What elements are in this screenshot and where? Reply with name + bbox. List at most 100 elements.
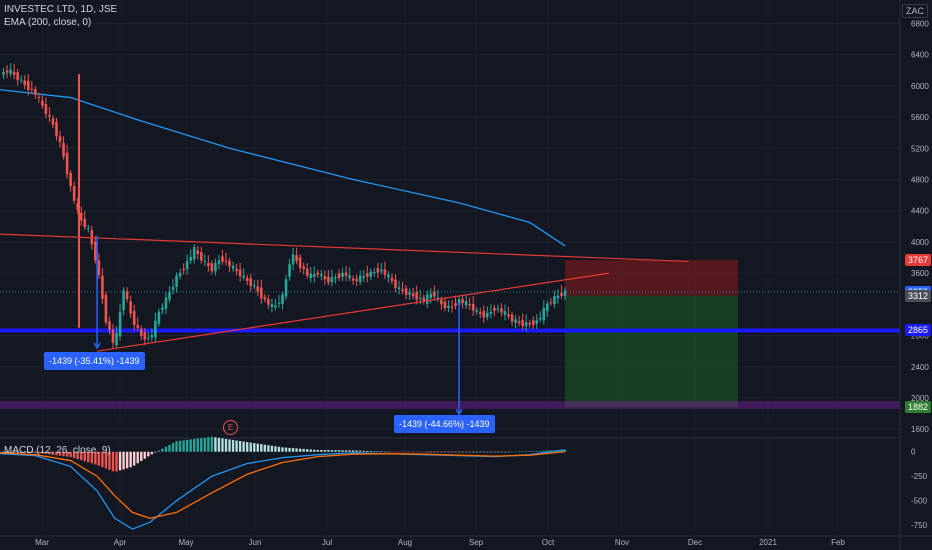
macd-histogram-bar <box>178 440 182 452</box>
macd-histogram-bar <box>479 451 482 453</box>
earnings-icon[interactable]: E <box>223 420 238 435</box>
macd-histogram-bar <box>524 451 528 452</box>
macd-histogram-bar <box>366 450 369 452</box>
symbol-legend[interactable]: INVESTEC LTD, 1D, JSE <box>4 4 118 15</box>
y-tick-label: 6000 <box>911 82 929 91</box>
macd-histogram-bar <box>401 451 404 453</box>
candle-body <box>348 275 351 279</box>
macd-histogram-bar <box>436 451 440 453</box>
macd-histogram-bar <box>16 451 19 453</box>
macd-histogram-bar <box>235 440 238 452</box>
candle-body <box>436 297 440 299</box>
candle-body <box>535 319 539 324</box>
macd-histogram-bar <box>274 446 277 452</box>
macd-histogram-bar <box>217 437 221 452</box>
macd-histogram-bar <box>295 448 298 452</box>
candle-body <box>531 320 535 325</box>
macd-histogram-bar <box>214 437 217 452</box>
candle-body <box>235 269 238 272</box>
candle-body <box>231 265 235 269</box>
candle-body <box>380 269 383 272</box>
macd-histogram-bar <box>55 451 58 456</box>
macd-histogram-bar <box>51 451 55 455</box>
macd-histogram-bar <box>309 449 312 452</box>
candle-body <box>55 122 58 137</box>
macd-histogram-bar <box>210 436 214 452</box>
macd-histogram-bar <box>97 451 101 466</box>
candle-body <box>101 275 104 299</box>
candle-body <box>196 250 200 254</box>
macd-histogram-bar <box>267 445 270 452</box>
macd-histogram-bar <box>168 444 171 452</box>
macd-histogram-bar <box>443 451 447 453</box>
candle-body <box>390 277 394 282</box>
candle-body <box>560 292 563 296</box>
macd-histogram-bar <box>351 450 355 452</box>
ema-legend[interactable]: EMA (200, close, 0) <box>4 17 92 28</box>
macd-histogram-bar <box>9 451 12 453</box>
macd-histogram-bar <box>249 442 252 452</box>
candle-body <box>19 79 23 81</box>
macd-histogram-bar <box>486 451 489 453</box>
macd-histogram-bar <box>302 448 305 452</box>
candle-body <box>549 302 553 304</box>
macd-histogram-bar <box>203 437 207 452</box>
candle-body <box>489 311 493 314</box>
macd-histogram-bar <box>94 451 97 465</box>
candle-body <box>5 70 9 73</box>
measure-label[interactable]: -1439 (-35.41%) -1439 <box>44 352 145 370</box>
candle-body <box>556 295 560 299</box>
macd-histogram-bar <box>323 450 327 452</box>
macd-histogram-bar <box>270 445 274 452</box>
candle-body <box>125 291 129 300</box>
macd-histogram-bar <box>200 438 203 452</box>
candle-body <box>418 297 422 299</box>
macd-histogram-bar <box>482 451 485 453</box>
macd-histogram-bar <box>546 450 549 452</box>
macd-tick-label: 0 <box>911 448 916 457</box>
macd-histogram-bar <box>408 451 411 453</box>
candle-body <box>517 321 521 324</box>
candle-body <box>337 273 341 279</box>
candle-body <box>344 272 348 276</box>
candle-body <box>464 300 468 306</box>
x-tick-label: Apr <box>114 538 127 547</box>
macd-histogram-bar <box>242 441 245 452</box>
y-tick-label: 6800 <box>911 19 929 28</box>
candle-body <box>461 299 464 304</box>
macd-legend[interactable]: MACD (12, 26, close, 9) <box>4 445 111 456</box>
macd-histogram-bar <box>426 451 429 453</box>
macd-histogram-bar <box>457 451 461 453</box>
x-tick-label: Feb <box>831 538 845 547</box>
measure-label[interactable]: -1439 (-44.66%) -1439 <box>394 415 495 433</box>
macd-histogram-bar <box>496 451 500 453</box>
macd-histogram-bar <box>80 451 83 461</box>
macd-histogram-bar <box>132 451 136 466</box>
macd-histogram-bar <box>37 451 41 454</box>
candle-body <box>44 104 48 114</box>
candle-body <box>171 286 175 290</box>
macd-histogram-bar <box>143 451 146 459</box>
macd-histogram-bar <box>532 451 535 452</box>
macd-histogram-bar <box>344 450 348 452</box>
macd-histogram-bar <box>72 451 76 459</box>
macd-histogram-bar <box>238 440 242 452</box>
macd-histogram-bar <box>228 439 231 452</box>
trend-line <box>97 272 610 352</box>
macd-histogram-bar <box>313 449 316 452</box>
price-axis <box>900 0 932 550</box>
candle-body <box>309 273 313 279</box>
candle-body <box>443 301 447 308</box>
macd-histogram-bar <box>62 451 65 457</box>
candle-body <box>217 260 221 264</box>
candle-body <box>48 115 51 117</box>
candle-body <box>83 218 87 228</box>
candle-body <box>415 292 418 300</box>
candle-body <box>161 307 164 311</box>
candle-body <box>376 268 380 273</box>
candle-body <box>249 278 253 287</box>
candle-body <box>524 322 528 326</box>
candle-body <box>450 306 454 308</box>
candle-body <box>224 260 228 262</box>
